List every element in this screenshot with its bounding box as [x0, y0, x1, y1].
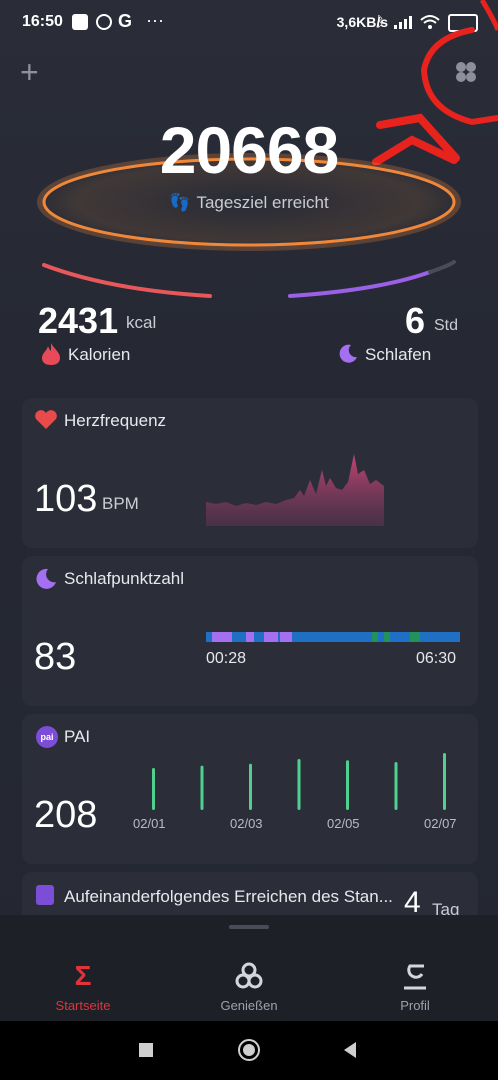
- nav-home[interactable]: Σ Startseite: [18, 960, 148, 1013]
- heart-rate-card[interactable]: Herzfrequenz 103 BPM: [22, 398, 478, 548]
- sleep-end-time: 06:30: [416, 650, 457, 667]
- drag-handle[interactable]: [229, 925, 269, 929]
- heart-rate-value: 103: [34, 478, 98, 520]
- flame-icon: [42, 343, 60, 365]
- sigma-app-icon: [72, 14, 88, 30]
- nav-profile[interactable]: Profil: [350, 960, 480, 1013]
- footsteps-icon: 👣: [169, 193, 191, 212]
- red-annotation-scribble: [372, 0, 498, 165]
- sleep-hours-unit: Std: [434, 317, 459, 334]
- sleep-label: Schlafen: [365, 345, 432, 364]
- heart-icon: [35, 410, 57, 429]
- add-button[interactable]: +: [20, 54, 39, 90]
- steps-ring: [34, 153, 464, 298]
- nav-enjoy-label: Genießen: [220, 998, 278, 1013]
- sleep-stage-bar: [206, 632, 460, 642]
- pai-bar: [394, 762, 398, 810]
- pai-date-label: 02/07: [424, 816, 457, 831]
- calories-value[interactable]: 2431: [38, 300, 119, 341]
- bottom-nav: [0, 915, 498, 1021]
- wifi-icon: [420, 15, 440, 29]
- nav-profile-label: Profil: [400, 998, 430, 1013]
- badge-icon: [36, 885, 54, 905]
- wechat-icon: [96, 14, 112, 30]
- sleep-start-time: 00:28: [206, 650, 247, 667]
- bluetooth-icon: ᛒ: [376, 13, 385, 29]
- nav-enjoy[interactable]: Genießen: [184, 960, 314, 1013]
- pai-card[interactable]: pai PAI 208 02/01 02/03 02/05 02/07: [22, 714, 478, 864]
- streak-title: Aufeinanderfolgendes Erreichen des Stan.…: [64, 887, 393, 906]
- google-icon: G: [118, 11, 133, 31]
- pai-bar: [200, 765, 204, 810]
- pai-value: 208: [34, 794, 98, 836]
- heart-rate-title: Herzfrequenz: [64, 411, 167, 430]
- system-nav-bar: [0, 1021, 498, 1080]
- heart-rate-unit: BPM: [102, 494, 139, 513]
- pai-date-label: 02/03: [230, 816, 263, 831]
- sleep-moon-icon: [36, 568, 56, 589]
- moon-icon: [339, 344, 357, 363]
- more-notifications-icon: ···: [146, 10, 164, 30]
- calories-label: Kalorien: [68, 345, 131, 364]
- pai-bar: [346, 760, 349, 810]
- streak-value: 4: [404, 886, 421, 919]
- sleep-score-value: 83: [34, 636, 77, 678]
- enjoy-icon: [235, 962, 263, 989]
- signal-icon: [394, 16, 412, 29]
- recents-icon[interactable]: [139, 1043, 153, 1057]
- pai-bar: [297, 759, 301, 810]
- pai-icon: pai: [36, 726, 58, 748]
- network-speed: 3,6KB/s: [336, 14, 388, 30]
- nav-home-label: Startseite: [55, 998, 111, 1013]
- widget-grid-icon[interactable]: [452, 58, 480, 86]
- daily-goal-status: 👣 Tagesziel erreicht: [0, 193, 498, 213]
- pai-bar-chart: [152, 753, 446, 810]
- pai-bar: [443, 753, 446, 810]
- calories-unit: kcal: [126, 313, 157, 332]
- pai-date-label: 02/05: [327, 816, 360, 831]
- goal-text: Tagesziel erreicht: [196, 193, 329, 212]
- sleep-score-title: Schlafpunktzahl: [64, 569, 185, 588]
- sigma-icon: Σ: [74, 960, 92, 991]
- pai-title: PAI: [64, 727, 91, 746]
- heart-rate-chart: [206, 454, 384, 526]
- sleep-score-card[interactable]: Schlafpunktzahl 83 00:28 06:30: [22, 556, 478, 706]
- home-icon[interactable]: [238, 1039, 260, 1061]
- status-time: 16:50: [22, 13, 63, 30]
- status-bar: 16:50 G ··· 3,6KB/s ᛒ: [0, 0, 498, 44]
- profile-icon: [404, 964, 426, 990]
- streak-unit: Tag: [432, 900, 460, 919]
- back-icon[interactable]: [342, 1041, 358, 1059]
- sleep-hours-value[interactable]: 6: [405, 300, 426, 341]
- step-count: 20668: [159, 113, 340, 187]
- pai-bar: [249, 763, 252, 810]
- pai-bar: [152, 768, 155, 810]
- pai-date-label: 02/01: [133, 816, 166, 831]
